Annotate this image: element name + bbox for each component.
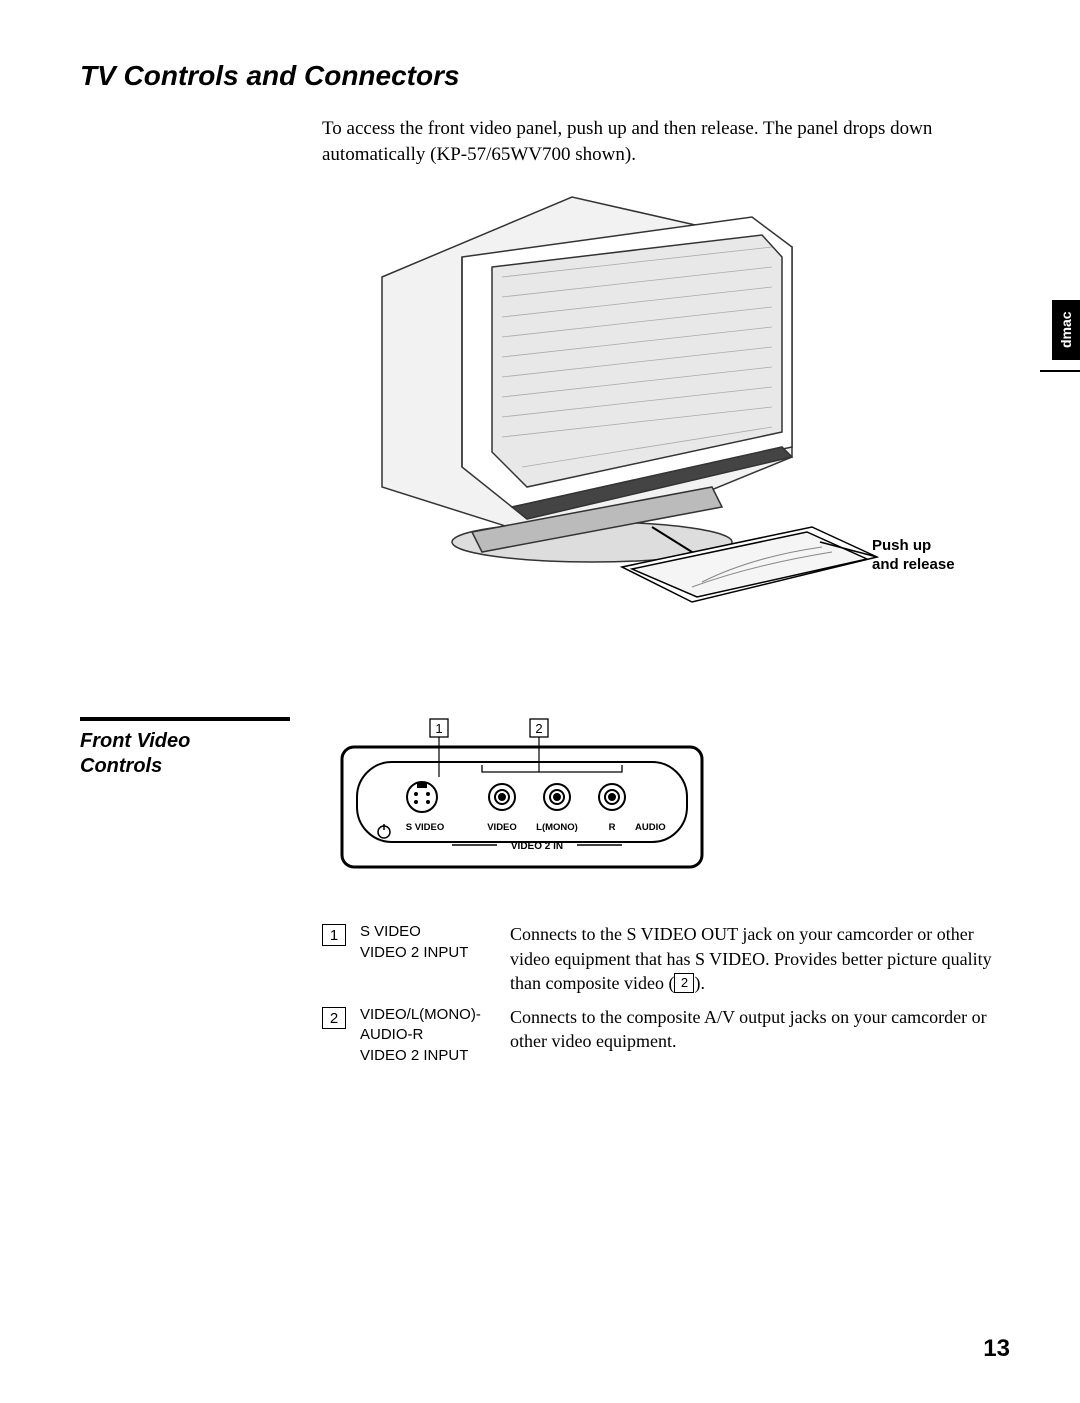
control-num-2: 2 <box>322 1007 346 1029</box>
section-heading-line1: Front Video <box>80 730 190 752</box>
section-heading-line2: Controls <box>80 755 162 777</box>
callout-1-num: 1 <box>435 721 442 736</box>
side-line <box>1040 370 1080 372</box>
control-desc-1-after: ). <box>694 973 705 993</box>
control-num-1: 1 <box>322 924 346 946</box>
controls-table: 1 S VIDEO VIDEO 2 INPUT Connects to the … <box>322 922 1010 1066</box>
control-desc-1-before: Connects to the S VIDEO OUT jack on your… <box>510 924 992 993</box>
control-row-2: 2 VIDEO/L(MONO)- AUDIO-R VIDEO 2 INPUT C… <box>322 1005 1010 1066</box>
label-svideo: S VIDEO <box>406 822 445 833</box>
label-video: VIDEO <box>487 822 517 833</box>
control-label-2-line3: VIDEO 2 INPUT <box>360 1047 468 1064</box>
push-up-callout: Push up and release <box>872 537 992 575</box>
label-video2in: VIDEO 2 IN <box>511 841 563 852</box>
control-label-2-line1: VIDEO/L(MONO)- <box>360 1006 481 1023</box>
tv-illustration-svg <box>322 187 882 607</box>
label-audio: AUDIO <box>635 822 666 833</box>
control-label-2: VIDEO/L(MONO)- AUDIO-R VIDEO 2 INPUT <box>360 1005 510 1066</box>
label-r: R <box>609 822 616 833</box>
control-label-1: S VIDEO VIDEO 2 INPUT <box>360 922 510 963</box>
control-desc-1: Connects to the S VIDEO OUT jack on your… <box>510 922 1010 995</box>
callout-2-num: 2 <box>535 721 542 736</box>
tv-illustration: Push up and release <box>322 187 962 607</box>
section-heading: Front Video Controls <box>80 729 322 779</box>
control-label-2-line2: AUDIO-R <box>360 1026 423 1043</box>
inline-ref-2: 2 <box>674 973 694 993</box>
push-up-line1: Push up <box>872 537 931 554</box>
control-row-1: 1 S VIDEO VIDEO 2 INPUT Connects to the … <box>322 922 1010 995</box>
page-title: TV Controls and Connectors <box>80 60 1010 92</box>
control-desc-2: Connects to the composite A/V output jac… <box>510 1005 1010 1054</box>
control-label-1-line1: S VIDEO <box>360 923 421 940</box>
intro-text: To access the front video panel, push up… <box>322 116 982 167</box>
control-label-1-line2: VIDEO 2 INPUT <box>360 944 468 961</box>
section-rule <box>80 717 290 721</box>
page-number: 13 <box>983 1335 1010 1363</box>
side-tab: dmac <box>1052 300 1080 360</box>
label-lmono: L(MONO) <box>536 822 578 833</box>
push-up-line2: and release <box>872 556 955 573</box>
front-video-controls-section: Front Video Controls 1 2 <box>80 717 1010 1076</box>
front-panel-diagram: 1 2 <box>322 717 1010 892</box>
front-panel-svg: 1 2 <box>322 717 722 887</box>
control-desc-2-before: Connects to the composite A/V output jac… <box>510 1007 987 1051</box>
